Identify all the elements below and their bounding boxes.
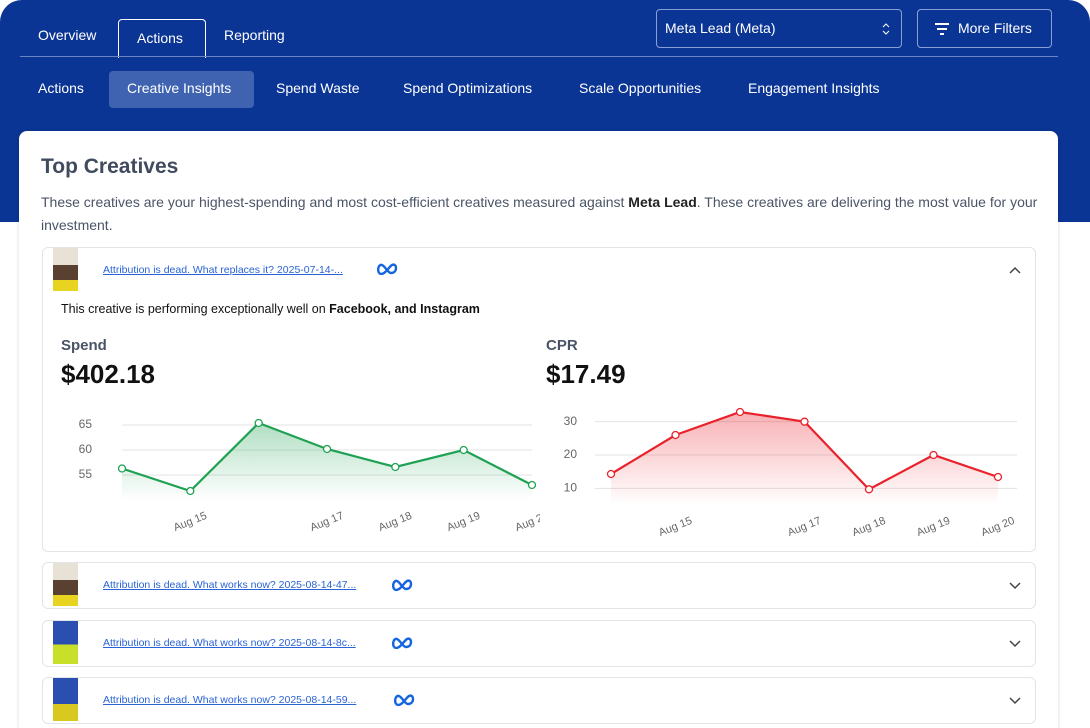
- area: [122, 423, 532, 500]
- x-tick-label: Aug 18: [377, 510, 414, 534]
- select-text: Meta Lead (Meta): [665, 20, 776, 36]
- creative-row[interactable]: Attribution is dead. What works now? 202…: [42, 562, 1036, 609]
- subtab[interactable]: Spend Optimizations: [403, 80, 533, 96]
- subtab[interactable]: Scale Opportunities: [579, 80, 702, 96]
- active-subtab: [109, 71, 254, 108]
- performance-note: This creative is performing exceptionall…: [61, 302, 480, 316]
- card-title: Top Creatives: [41, 155, 179, 178]
- creative-row[interactable]: Attribution is dead. What works now? 202…: [42, 677, 1036, 724]
- point: [459, 445, 468, 455]
- y-tick-label: 55: [79, 467, 93, 481]
- creative-row[interactable]: Attribution is dead. What works now? 202…: [42, 620, 1036, 667]
- y-tick-label: 20: [564, 447, 578, 461]
- subtab[interactable]: Spend Waste: [276, 80, 360, 96]
- select-arrows: [882, 23, 890, 35]
- y-tick-label: 60: [79, 442, 93, 456]
- tab-divider: [20, 56, 1058, 57]
- x-tick-label: Aug 19: [445, 510, 482, 534]
- point: [117, 464, 127, 473]
- line-chart: 55 60 65 Aug 15 Aug 17 Aug 18 Aug 19 Aug 20: [79, 417, 540, 534]
- more-filters-button[interactable]: More Filters: [917, 9, 1052, 48]
- creative-link[interactable]: Attribution is dead. What works now? 202…: [103, 637, 356, 649]
- metric-value: $17.49: [546, 359, 626, 389]
- text-bold: Meta Lead: [628, 194, 697, 210]
- tab[interactable]: Actions: [137, 30, 183, 46]
- point: [322, 444, 332, 454]
- y-tick-label: 10: [564, 481, 578, 495]
- creative-link[interactable]: Attribution is dead. What works now? 202…: [103, 694, 357, 706]
- collapse-chevron[interactable]: [1009, 266, 1021, 274]
- point: [671, 430, 680, 440]
- subtab[interactable]: Creative Insights: [127, 80, 232, 96]
- point: [527, 480, 537, 490]
- tab[interactable]: Overview: [38, 27, 97, 43]
- creative-expanded: Attribution is dead. What replaces it? 2…: [42, 247, 1036, 552]
- x-tick-label: Aug 20: [514, 510, 540, 534]
- expand-chevron[interactable]: [1009, 582, 1021, 590]
- thumbnail: [53, 248, 78, 291]
- point: [186, 486, 195, 496]
- y-tick-label: 65: [79, 417, 93, 431]
- x-tick-label: Aug 18: [851, 515, 888, 539]
- x-tick-label: Aug 17: [786, 515, 823, 539]
- thumbnail: [53, 621, 78, 664]
- point: [735, 407, 745, 417]
- account-select[interactable]: Meta Lead (Meta): [656, 9, 902, 48]
- metric-value: $402.18: [61, 359, 155, 389]
- point: [800, 417, 809, 426]
- meta-icon: [394, 694, 415, 707]
- thumbnail: [53, 563, 78, 606]
- metric-label: CPR: [546, 337, 578, 354]
- line-chart: 10 20 30 Aug 15 Aug 17 Aug 18 Aug 19 Aug 20: [564, 407, 1017, 539]
- active-tab-box: [118, 19, 206, 58]
- text: These creatives are your highest-spendin…: [41, 194, 629, 210]
- area: [611, 412, 998, 505]
- point: [391, 462, 400, 472]
- point: [993, 472, 1003, 482]
- x-tick-label: Aug 15: [657, 515, 694, 539]
- x-tick-label: Aug 17: [309, 510, 346, 534]
- meta-icon: [392, 579, 413, 592]
- metric-label: Spend: [61, 337, 107, 354]
- subtab[interactable]: Engagement Insights: [748, 80, 880, 96]
- x-tick-label: Aug 19: [915, 515, 952, 539]
- tab[interactable]: Reporting: [224, 27, 285, 43]
- meta-icon: [392, 637, 413, 650]
- creative-link[interactable]: Attribution is dead. What works now? 202…: [103, 579, 357, 591]
- point: [864, 485, 874, 494]
- button-text: More Filters: [958, 20, 1032, 36]
- point: [254, 418, 263, 428]
- x-tick-label: Aug 20: [980, 515, 1017, 539]
- card-description: These creatives are your highest-spendin…: [41, 191, 1041, 237]
- expand-chevron[interactable]: [1009, 640, 1021, 648]
- point: [929, 450, 938, 460]
- expand-chevron[interactable]: [1009, 697, 1021, 705]
- meta-icon: [377, 263, 398, 276]
- text: This creative is performing exceptionall…: [61, 302, 330, 316]
- text-bold: Facebook, and Instagram: [329, 302, 480, 316]
- text: . These creatives are delivering the mos…: [41, 194, 1038, 233]
- subtab[interactable]: Actions: [38, 80, 84, 96]
- creative-link[interactable]: Attribution is dead. What replaces it? 2…: [103, 264, 343, 276]
- x-tick-label: Aug 15: [172, 510, 209, 534]
- filter-icon: [935, 23, 949, 35]
- point: [606, 469, 616, 479]
- y-tick-label: 30: [564, 414, 578, 428]
- thumbnail: [53, 678, 78, 721]
